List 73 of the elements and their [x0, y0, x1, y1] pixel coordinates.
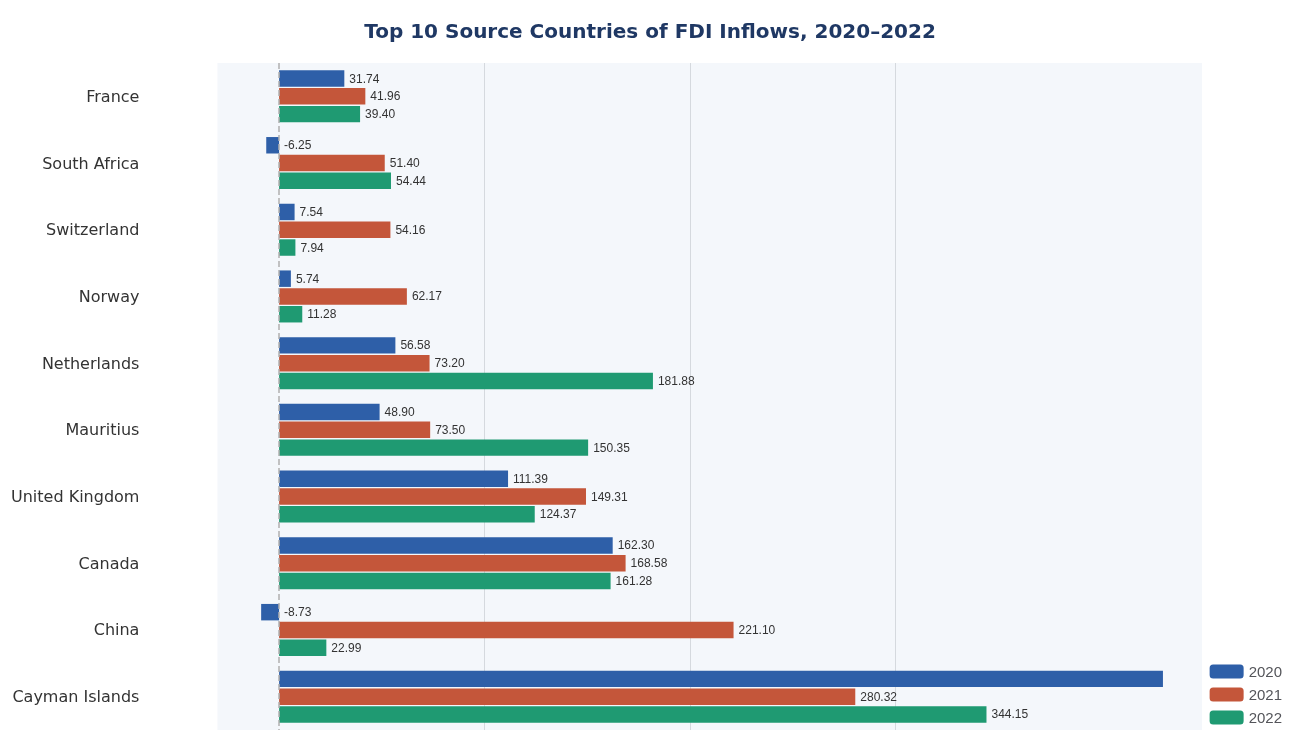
bar	[261, 603, 280, 621]
bar	[279, 372, 653, 390]
data-label: 73.50	[435, 422, 466, 437]
bar	[279, 221, 391, 238]
data-label: 161.28	[615, 574, 653, 589]
legend-label: 2022	[1248, 709, 1283, 726]
y-tick-label: South Africa	[42, 153, 140, 173]
bar	[279, 572, 611, 590]
y-tick-label: Mauritius	[65, 420, 140, 440]
data-label: 41.96	[370, 89, 401, 104]
data-label: 344.15	[991, 707, 1029, 722]
data-label: 168.58	[630, 556, 668, 571]
y-tick-label: Norway	[78, 286, 140, 306]
y-tick-label: China	[93, 620, 140, 640]
bar	[279, 70, 345, 87]
bar	[279, 670, 1163, 688]
data-label: 149.31	[590, 489, 629, 504]
bar	[279, 306, 303, 323]
data-label: 124.37	[539, 507, 577, 522]
bar	[279, 88, 366, 105]
data-label: 111.39	[513, 471, 549, 486]
data-label: 48.90	[384, 405, 415, 420]
bar	[279, 706, 987, 723]
y-tick-label: France	[86, 86, 140, 106]
bar	[279, 403, 380, 421]
y-tick-label: Switzerland	[46, 220, 140, 240]
data-label: 31.74	[349, 71, 380, 86]
data-label: 73.20	[434, 356, 465, 371]
bar	[279, 506, 535, 523]
legend-label: 2020	[1248, 663, 1283, 680]
bar	[279, 639, 327, 656]
data-label: 11.28	[307, 307, 337, 322]
bar	[279, 537, 613, 554]
data-label: 221.10	[738, 622, 776, 637]
bar	[279, 288, 407, 305]
bar	[279, 439, 589, 456]
bar	[279, 105, 361, 123]
y-tick-label: Netherlands	[41, 353, 140, 373]
bar	[279, 172, 391, 190]
bar	[279, 203, 295, 221]
data-label: -6.25	[284, 138, 312, 153]
data-label: 62.17	[411, 289, 443, 304]
bar	[279, 621, 734, 639]
bar	[279, 470, 509, 487]
bar	[279, 239, 296, 256]
y-tick-label: Canada	[78, 553, 140, 573]
y-tick-label: United Kingdom	[11, 487, 140, 507]
legend-label: 2021	[1248, 686, 1283, 703]
bar	[279, 354, 430, 372]
data-label: 7.94	[300, 240, 325, 255]
data-label: 51.40	[389, 156, 421, 171]
data-label: 56.58	[400, 338, 431, 353]
bar	[279, 555, 626, 572]
bar	[279, 421, 431, 439]
data-label: 54.16	[395, 222, 426, 237]
data-label: 5.74	[295, 271, 320, 286]
bar	[279, 270, 291, 287]
data-label: 280.32	[860, 689, 898, 704]
data-label: 39.40	[365, 107, 396, 122]
bar	[279, 154, 385, 172]
bar	[279, 688, 856, 705]
y-tick-label: Cayman Islands	[12, 687, 140, 707]
bar	[279, 488, 586, 505]
data-label: 150.35	[593, 440, 631, 455]
data-label: 181.88	[657, 373, 695, 388]
data-label: -8.73	[284, 605, 312, 620]
data-label: 54.44	[395, 173, 427, 188]
chart-title: Top 10 Source Countries of FDI Inflows, 2020–2022	[364, 19, 936, 43]
data-label: 22.99	[331, 640, 362, 655]
bar	[279, 337, 396, 354]
bar	[266, 137, 280, 154]
data-label: 7.54	[299, 204, 324, 219]
data-label: 162.30	[617, 538, 655, 553]
